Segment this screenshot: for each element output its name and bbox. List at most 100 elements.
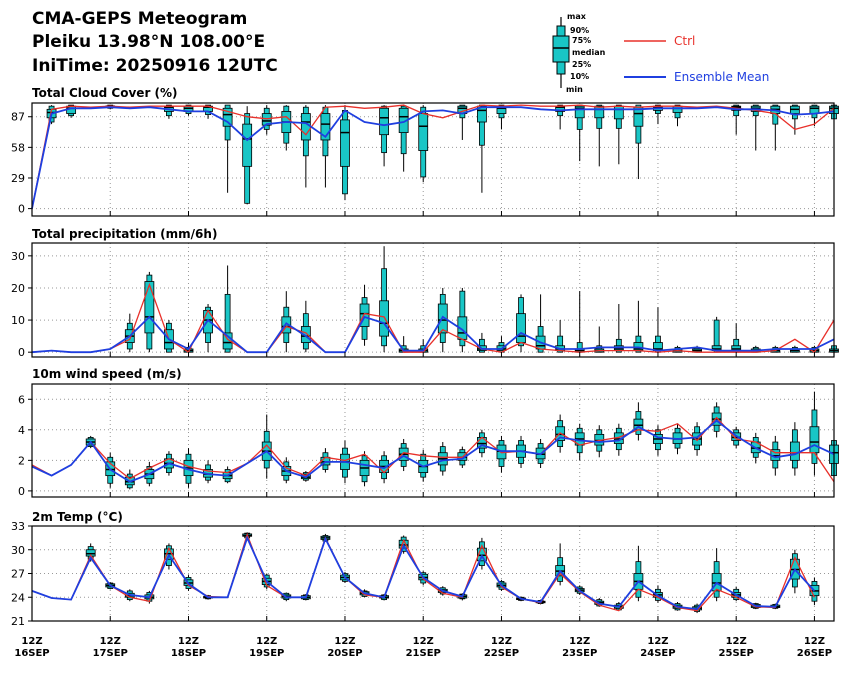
box-cloud [320,105,331,188]
ctrl-line-precip [31,282,835,354]
y-tick-label: 58 [11,141,25,154]
x-tick-hour: 12Z [491,636,512,647]
x-tick-hour: 12Z [256,636,277,647]
mean-line-cloud [31,106,835,209]
box-wind [359,451,370,487]
y-tick-label: 87 [11,111,25,124]
box-cloud [496,104,507,130]
legend-box-iqr [552,35,570,63]
box-precip [379,246,389,353]
box-cloud [242,106,253,205]
box-outer [224,293,231,353]
x-tick-hour: 12Z [726,636,747,647]
box-iqr [594,105,605,119]
box-iqr [320,113,331,141]
legend-label-p25: 25% [572,60,591,69]
x-tick-date: 26SEP [797,648,832,659]
legend-label-min: min [566,85,583,94]
box-outer [557,335,564,353]
box-iqr [672,105,683,113]
box-iqr [477,105,487,123]
box-outer [772,104,779,125]
x-tick-date: 16SEP [14,648,49,659]
y-tick-label: 0 [18,485,25,498]
box-wind [653,425,663,456]
mean-line-wind [31,419,835,483]
panel-frame [31,242,835,358]
location-label: Pleiku 13.98°N 108.00°E [32,32,265,52]
box-iqr [516,313,526,343]
x-tick-date: 24SEP [640,648,675,659]
box-iqr [144,281,155,334]
box-iqr [300,326,311,343]
box-wind [809,391,820,476]
ctrl-line-cloud [31,104,835,209]
legend-box-upper [556,25,566,37]
x-tick-hour: 12Z [21,636,42,647]
box-iqr [789,441,800,461]
y-tick-label: 10 [11,314,25,327]
legend-mean-label: Ensemble Mean [674,70,769,84]
legend-ctrl-label: Ctrl [674,34,695,48]
box-iqr [418,113,429,151]
x-tick-hour: 12Z [100,636,121,647]
box-precip [457,287,468,353]
box-cloud [594,104,605,167]
legend-label-median: median [572,48,606,57]
panel-cloud: 0 29 58 87 [11,102,839,217]
box-cloud [222,104,233,193]
ctrl-line-wind [31,416,835,483]
x-tick-date: 23SEP [562,648,597,659]
box-cloud [261,105,272,135]
box-cloud [418,105,429,183]
y-tick-label: 0 [18,346,25,359]
x-tick-hour: 12Z [413,636,434,647]
mean-line-precip [31,315,835,354]
box-cloud [379,105,389,167]
x-tick-date: 22SEP [484,648,519,659]
box-iqr [379,107,389,136]
box-iqr [574,105,585,119]
legend-label-max: max [567,12,587,21]
box-cloud [633,104,644,180]
box-precip [574,291,585,353]
y-tick-label: 20 [11,282,25,295]
box-precip [633,300,644,353]
box-precip [359,284,370,346]
panel-frame [31,102,835,217]
box-iqr [222,107,233,127]
box-iqr [359,303,370,327]
box-cloud [574,104,585,162]
y-tick-label: 27 [11,568,25,581]
box-precip [653,307,663,353]
box-iqr [613,105,624,120]
y-tick-label: 30 [11,250,25,263]
y-tick-label: 2 [18,454,25,467]
box-cloud [750,104,761,151]
x-tick-date: 18SEP [171,648,206,659]
line-legend: Ctrl Ensemble Mean [624,34,769,84]
y-tick-label: 33 [11,520,25,533]
x-tick-hour: 12Z [804,636,825,647]
panel-frame [31,525,835,622]
x-tick-date: 25SEP [719,648,754,659]
box-wind [261,414,272,479]
x-axis: 12Z16SEP12Z17SEP12Z18SEP12Z19SEP12Z20SEP… [14,636,832,659]
box-precip [281,291,292,353]
panel-temp: 21 24 27 30 33 [11,520,835,628]
chart-title: CMA-GEPS Meteogram [32,9,247,29]
y-tick-label: 0 [18,203,25,216]
box-iqr [809,426,820,454]
legend-label-p75: 75% [572,36,591,45]
panel-frame [31,383,835,498]
x-tick-date: 19SEP [249,648,284,659]
y-tick-label: 21 [11,615,25,628]
box-cloud [789,104,800,135]
box-cloud [809,104,820,127]
x-tick-hour: 12Z [569,636,590,647]
panel-wind: 0 2 4 6 [18,383,839,498]
box-wind [789,422,800,476]
legend-label-p10: 10% [570,72,589,81]
